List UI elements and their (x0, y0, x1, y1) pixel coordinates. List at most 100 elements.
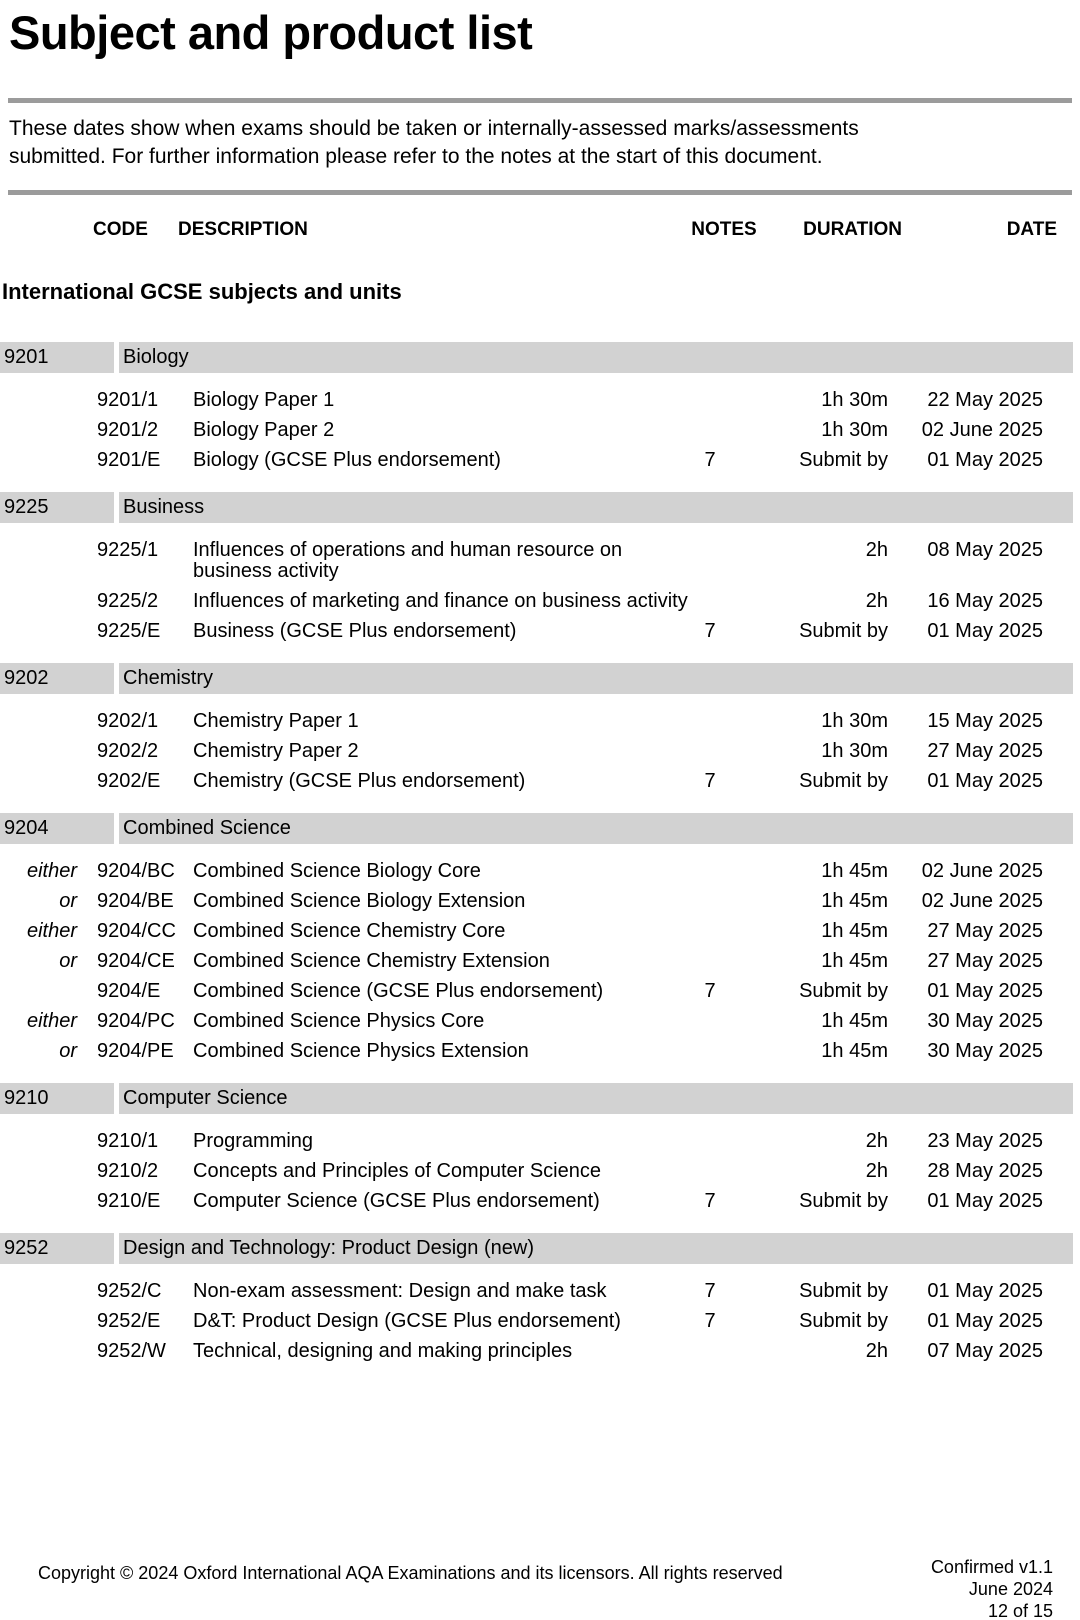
either-or-label: either (26, 860, 77, 882)
intro-line-1: These dates show when exams should be ta… (9, 117, 859, 140)
unit-description: Concepts and Principles of Computer Scie… (193, 1160, 601, 1182)
subject-band-code: 9210 (0, 1083, 114, 1114)
unit-date: 27 May 2025 (927, 950, 1043, 972)
subject-section: 9204 Combined Science either 9204/BC Com… (0, 813, 1080, 1062)
unit-duration: 1h 45m (821, 890, 888, 912)
unit-code: 9202/1 (97, 710, 159, 732)
unit-code: 9204/BE (97, 890, 174, 912)
unit-duration: 2h (865, 1340, 888, 1362)
unit-code: 9202/E (97, 770, 161, 792)
header-date: DATE (1006, 219, 1057, 240)
header-duration: DURATION (803, 219, 902, 240)
unit-date: 30 May 2025 (927, 1040, 1043, 1062)
unit-description: Biology Paper 2 (193, 419, 335, 441)
unit-code: 9204/CE (97, 950, 175, 972)
unit-row: 9201/2 Biology Paper 2 1h 30m 02 June 20… (0, 420, 1043, 441)
unit-duration: 1h 30m (821, 389, 888, 411)
unit-notes: 7 (704, 980, 716, 1002)
unit-code: 9204/PE (97, 1040, 174, 1062)
unit-notes: 7 (704, 1310, 716, 1332)
unit-duration: Submit by (799, 1280, 888, 1302)
unit-code: 9204/PC (97, 1010, 175, 1032)
unit-description: Combined Science Biology Core (193, 860, 481, 882)
subject-band-name: Combined Science (119, 813, 1073, 844)
unit-description: Combined Science Physics Core (193, 1010, 485, 1032)
header-description: DESCRIPTION (178, 219, 308, 240)
subject-band-code: 9204 (0, 813, 114, 844)
subject-band-code: 9252 (0, 1233, 114, 1264)
unit-date: 08 May 2025 (927, 539, 1043, 561)
table-header-row: CODE DESCRIPTION NOTES DURATION DATE (0, 219, 1057, 241)
unit-row: either 9204/BC Combined Science Biology … (0, 861, 1043, 882)
subject-band: 9204 Combined Science (0, 813, 1073, 844)
unit-date: 01 May 2025 (927, 1310, 1043, 1332)
unit-duration: 2h (865, 1130, 888, 1152)
unit-code: 9210/2 (97, 1160, 159, 1182)
subject-band-code: 9202 (0, 663, 114, 694)
unit-duration: 1h 45m (821, 860, 888, 882)
intro-text: These dates show when exams should be ta… (9, 115, 1080, 171)
unit-code: 9252/C (97, 1280, 162, 1302)
unit-code: 9225/2 (97, 590, 159, 612)
intro-line-2: submitted. For further information pleas… (9, 145, 823, 168)
unit-date: 01 May 2025 (927, 770, 1043, 792)
unit-row: or 9204/PE Combined Science Physics Exte… (0, 1041, 1043, 1062)
unit-code: 9201/E (97, 449, 161, 471)
unit-description: Programming (193, 1130, 314, 1152)
unit-description: Computer Science (GCSE Plus endorsement) (193, 1190, 600, 1212)
unit-duration: 1h 45m (821, 1040, 888, 1062)
unit-row: 9201/1 Biology Paper 1 1h 30m 22 May 202… (0, 390, 1043, 411)
unit-description: Technical, designing and making principl… (193, 1340, 573, 1362)
unit-row: 9252/E D&T: Product Design (GCSE Plus en… (0, 1311, 1043, 1332)
unit-code: 9252/W (97, 1340, 166, 1362)
unit-row: 9225/1 Influences of operations and huma… (0, 540, 1043, 582)
either-or-label: either (26, 1010, 77, 1032)
unit-duration: 1h 45m (821, 1010, 888, 1032)
subject-section: 9225 Business 9225/1 Influences of opera… (0, 492, 1080, 642)
subjects-list: 9201 Biology 9201/1 Biology Paper 1 1h 3… (0, 342, 1080, 1362)
page-number: 12 of 15 (987, 1601, 1053, 1620)
unit-row: either 9204/PC Combined Science Physics … (0, 1011, 1043, 1032)
either-or-label: either (26, 920, 77, 942)
unit-date: 02 June 2025 (921, 419, 1043, 441)
subject-section: 9252 Design and Technology: Product Desi… (0, 1233, 1080, 1362)
unit-description: Combined Science Physics Extension (193, 1040, 529, 1062)
unit-duration: Submit by (799, 620, 888, 642)
unit-code: 9225/1 (97, 539, 159, 561)
section-heading: International GCSE subjects and units (2, 279, 402, 304)
subject-band: 9252 Design and Technology: Product Desi… (0, 1233, 1073, 1264)
unit-code: 9252/E (97, 1310, 161, 1332)
unit-date: 01 May 2025 (927, 620, 1043, 642)
unit-description: Combined Science Biology Extension (193, 890, 526, 912)
subject-rows: either 9204/BC Combined Science Biology … (0, 861, 1080, 1062)
unit-date: 16 May 2025 (927, 590, 1043, 612)
subject-rows: 9252/C Non-exam assessment: Design and m… (0, 1281, 1080, 1362)
subject-rows: 9202/1 Chemistry Paper 1 1h 30m 15 May 2… (0, 711, 1080, 792)
subject-band: 9210 Computer Science (0, 1083, 1073, 1114)
subject-band-name: Chemistry (119, 663, 1073, 694)
unit-date: 28 May 2025 (927, 1160, 1043, 1182)
unit-date: 22 May 2025 (927, 389, 1043, 411)
unit-notes: 7 (704, 449, 716, 471)
subject-band: 9202 Chemistry (0, 663, 1073, 694)
unit-row: 9252/W Technical, designing and making p… (0, 1341, 1043, 1362)
unit-row: 9225/2 Influences of marketing and finan… (0, 591, 1043, 612)
unit-description: Influences of operations and human resou… (193, 539, 623, 582)
unit-duration: 1h 45m (821, 920, 888, 942)
unit-notes: 7 (704, 1190, 716, 1212)
unit-row: 9202/2 Chemistry Paper 2 1h 30m 27 May 2… (0, 741, 1043, 762)
unit-date: 27 May 2025 (927, 920, 1043, 942)
unit-duration: Submit by (799, 1190, 888, 1212)
subject-band-name: Computer Science (119, 1083, 1073, 1114)
either-or-label: or (59, 950, 77, 972)
page-title: Subject and product list (9, 6, 533, 59)
unit-row: 9252/C Non-exam assessment: Design and m… (0, 1281, 1043, 1302)
header-code: CODE (93, 219, 148, 240)
unit-date: 01 May 2025 (927, 1190, 1043, 1212)
unit-duration: 1h 45m (821, 950, 888, 972)
unit-duration: 2h (865, 539, 888, 561)
unit-description: Non-exam assessment: Design and make tas… (193, 1280, 607, 1302)
unit-duration: Submit by (799, 770, 888, 792)
subject-band-name: Business (119, 492, 1073, 523)
